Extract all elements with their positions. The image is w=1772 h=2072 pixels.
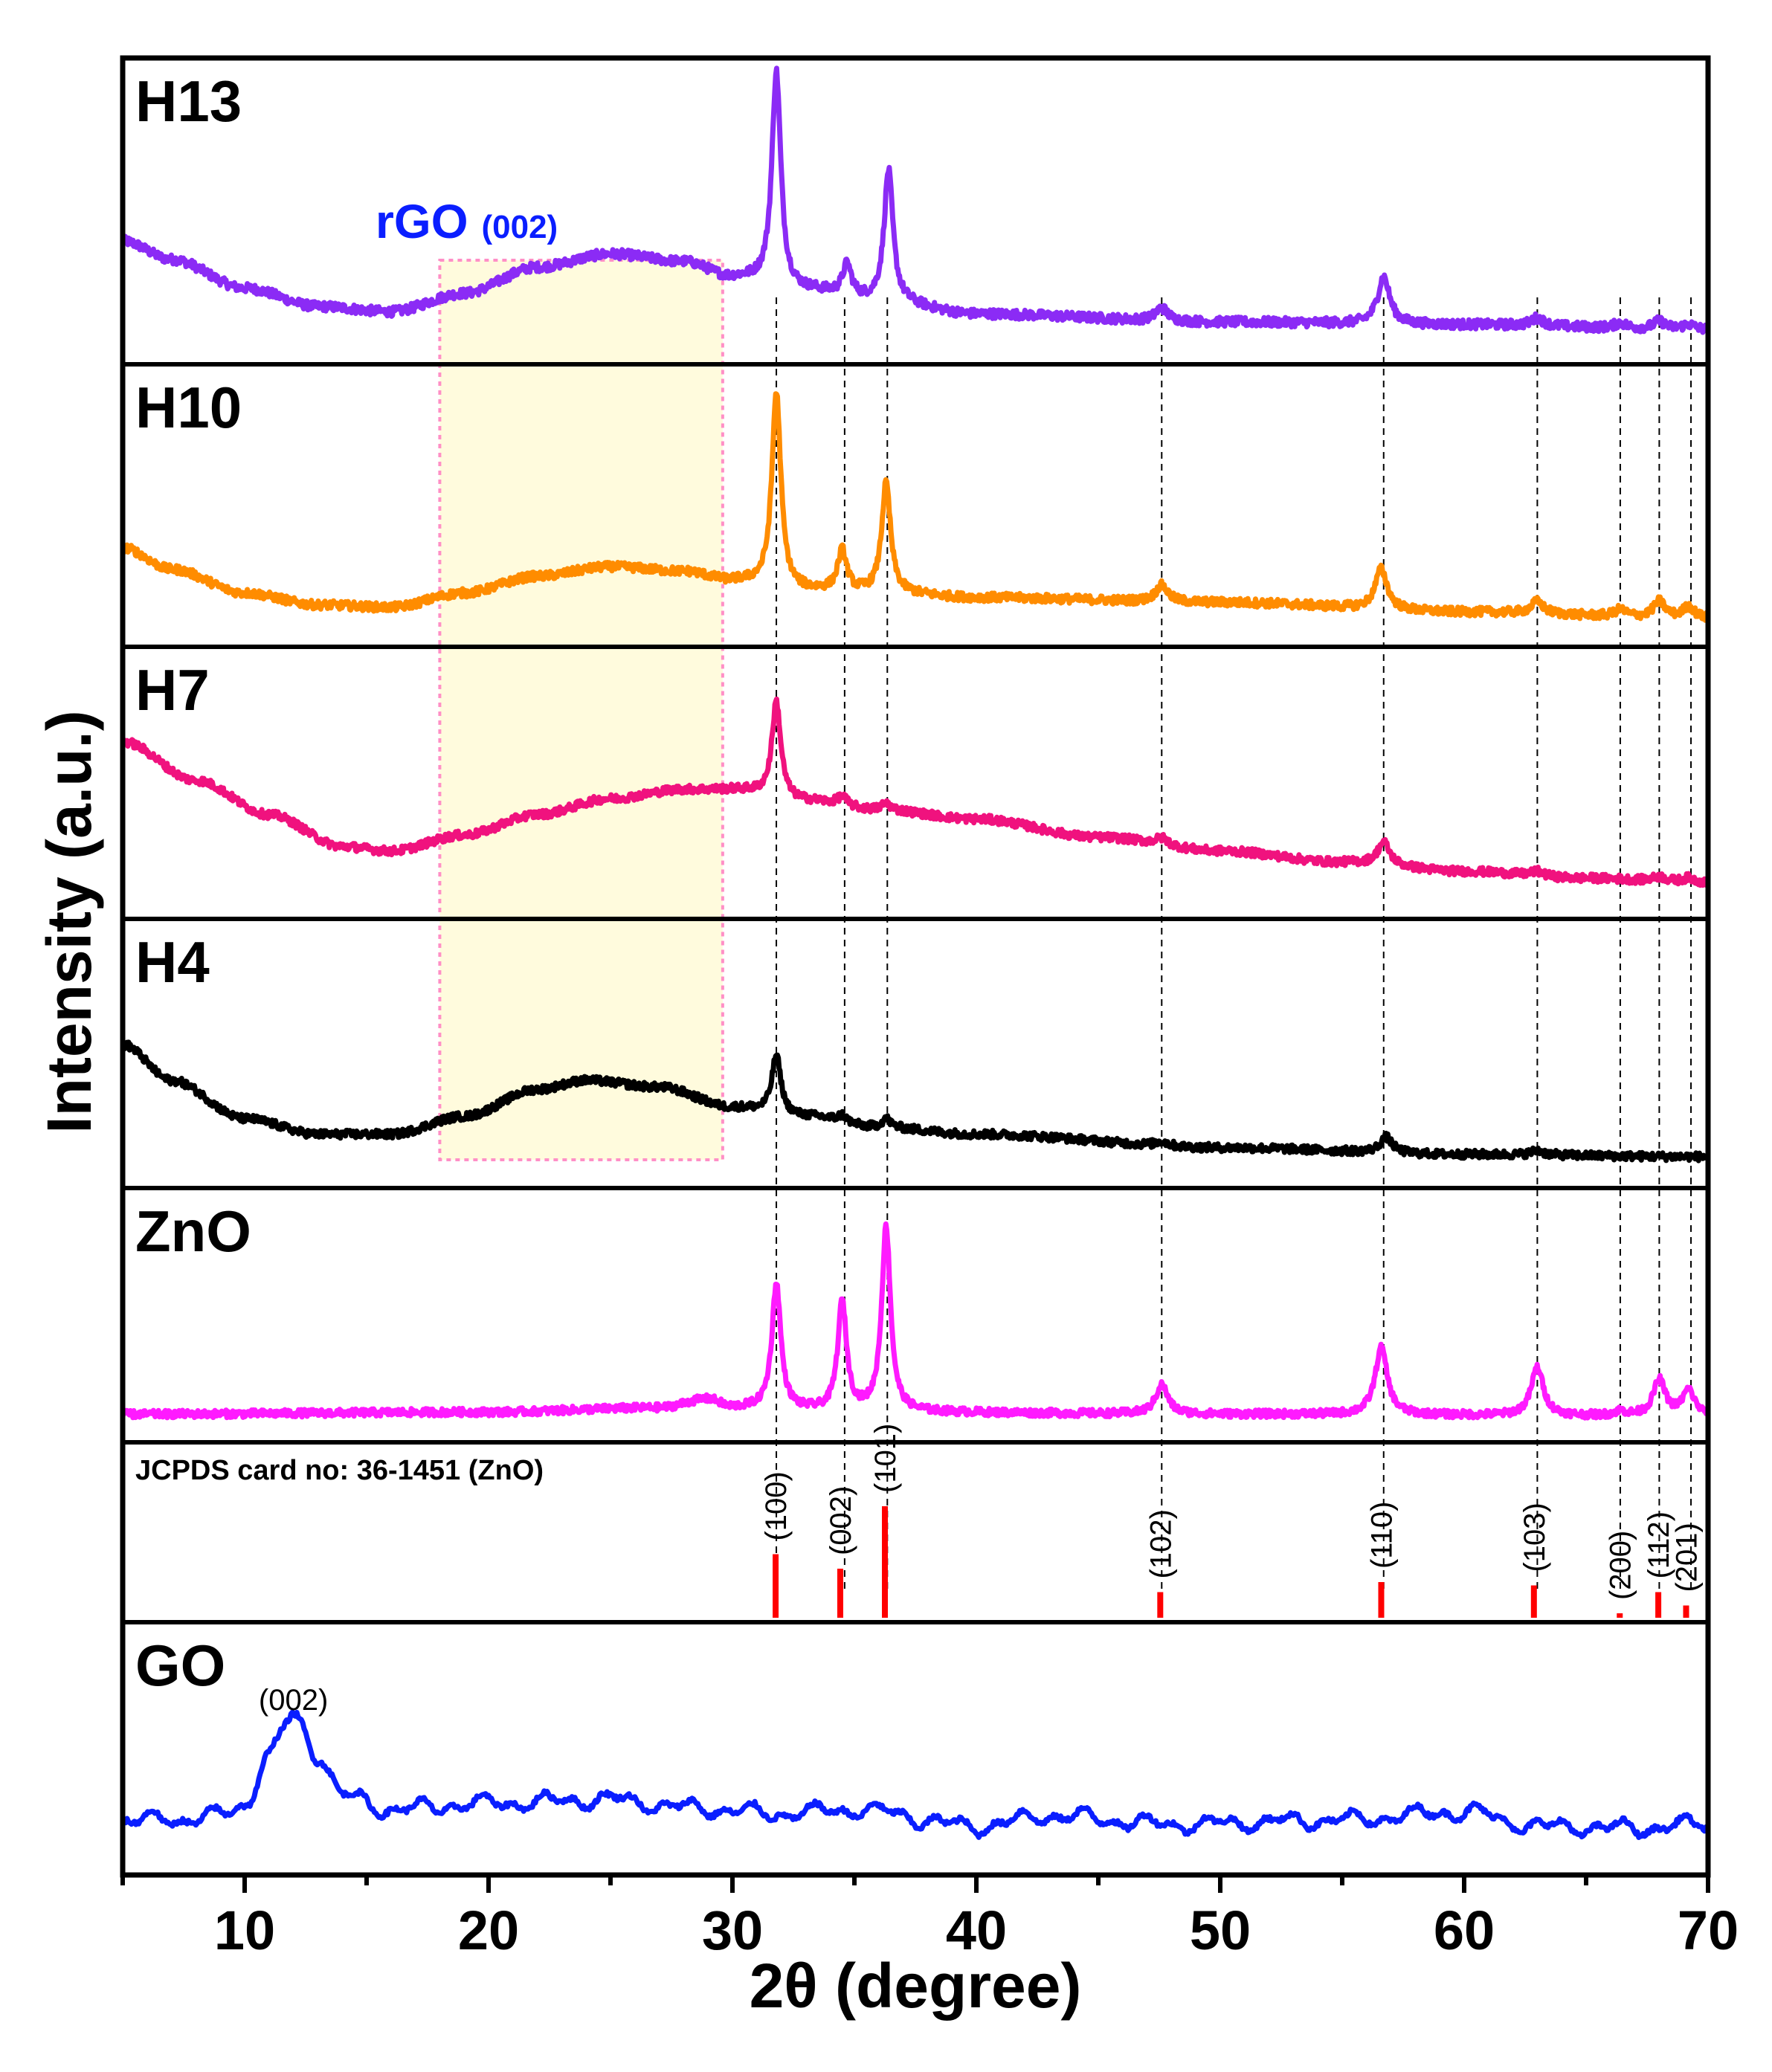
ref-stick-110 [1378,1582,1385,1618]
series-line-zno [120,1221,1711,1421]
rgo-annotation: rGO (002) [376,195,558,248]
x-tick-label-10: 10 [214,1900,275,1961]
ref-hkl-label-100: (100) [760,1471,793,1540]
ref-stick-102 [1157,1592,1164,1618]
y-axis-title: Intensity (a.u.) [34,710,104,1133]
x-tick-label-30: 30 [702,1900,763,1961]
panel-label-h7: H7 [135,657,210,723]
x-tick-label-20: 20 [458,1900,519,1961]
ref-stick-100 [773,1554,779,1618]
ref-hkl-label-200: (200) [1604,1531,1637,1600]
series-line-h4 [120,1039,1711,1164]
panel-label-h10: H10 [135,375,242,440]
ref-stick-201 [1683,1605,1689,1618]
plot-frame [120,55,1711,1878]
x-tick-label-60: 60 [1434,1900,1495,1961]
ref-stick-112 [1655,1592,1662,1618]
panel-label-zno: ZnO [135,1198,251,1264]
x-tick-label-40: 40 [946,1900,1007,1961]
ref-stick-101 [882,1506,888,1618]
go-peak-label: (002) [259,1684,328,1717]
ref-stick-200 [1617,1613,1623,1618]
series-line-h13 [120,65,1711,335]
ref-hkl-label-103: (103) [1518,1503,1551,1572]
ref-hkl-label-110: (110) [1365,1502,1398,1569]
panel-label-go: GO [135,1633,225,1698]
x-axis-title: 2θ (degree) [750,1951,1082,2021]
rgo-highlight-region [438,259,724,1161]
jcpds-card-note: JCPDS card no: 36-1451 (ZnO) [135,1455,544,1486]
x-tick-label-70: 70 [1678,1900,1739,1961]
panel-label-h4: H4 [135,929,210,995]
series-line-h10 [120,391,1711,623]
ref-hkl-label-102: (102) [1144,1509,1177,1578]
series-line-go [120,1709,1710,1840]
x-tick-label-50: 50 [1190,1900,1251,1961]
panel-label-h13: H13 [135,68,242,134]
ref-hkl-label-002: (002) [825,1486,857,1555]
series-line-h7 [120,696,1711,888]
ref-hkl-label-201: (201) [1670,1523,1703,1592]
ref-hkl-label-112: (112) [1643,1511,1675,1578]
ref-stick-002 [837,1569,843,1618]
ref-hkl-label-101: (101) [869,1424,902,1493]
ref-stick-103 [1530,1585,1537,1618]
